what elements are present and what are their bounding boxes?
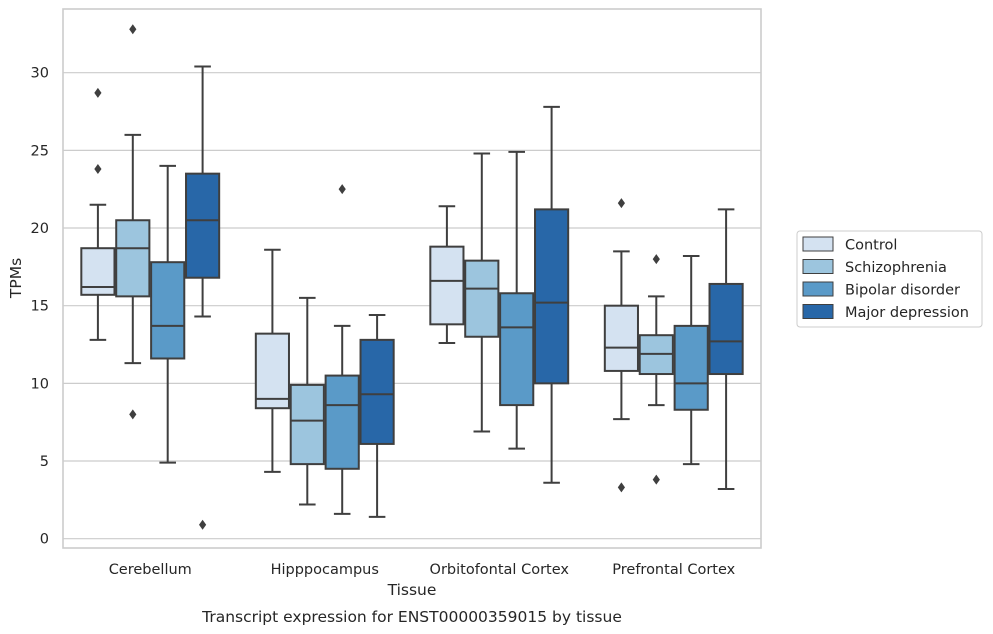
iqr-box — [150, 261, 186, 360]
plot-frame — [62, 8, 762, 549]
y-tick-label: 30 — [31, 66, 49, 82]
y-axis-label: TPMs — [7, 258, 25, 299]
legend-swatch — [802, 304, 834, 319]
outlier-point — [94, 87, 102, 98]
outlier-point — [129, 409, 137, 420]
box — [673, 254, 709, 466]
legend-item: Schizophrenia — [802, 259, 947, 276]
box — [115, 24, 151, 420]
box — [185, 65, 221, 530]
iqr-box — [708, 282, 744, 376]
legend-item: Control — [802, 236, 897, 254]
x-tick-labels: Cerebellum Hipppocampus Orbitofontal Corte… — [109, 562, 736, 578]
legend-swatch — [802, 281, 834, 297]
outlier-point — [617, 482, 625, 493]
legend-item: Bipolar disorder — [802, 281, 960, 299]
legend-swatch — [802, 236, 834, 252]
box — [499, 150, 535, 450]
box — [603, 198, 639, 493]
iqr-box — [254, 332, 290, 410]
box — [429, 205, 465, 344]
iqr-box — [185, 172, 221, 279]
iqr-box — [603, 304, 639, 372]
y-tick-label: 20 — [31, 221, 49, 237]
legend-item: Major depression — [802, 304, 969, 321]
legend-label: Schizophrenia — [845, 260, 947, 276]
iqr-box — [429, 245, 465, 326]
legend-label: Bipolar disorder — [845, 283, 960, 299]
box — [254, 248, 290, 473]
outlier-point — [338, 184, 346, 195]
legend: Control Schizophrenia Bipolar disorder Majo… — [796, 230, 983, 328]
box — [464, 152, 500, 433]
y-tick-label: 5 — [40, 454, 49, 470]
outlier-point — [94, 163, 102, 174]
legend-swatch — [802, 259, 834, 274]
outlier-point — [652, 474, 660, 485]
iqr-box — [464, 259, 500, 338]
y-tick-labels: 0 5 10 15 20 25 30 — [31, 66, 49, 548]
outlier-point — [129, 24, 137, 35]
y-tick-label: 10 — [31, 376, 49, 392]
x-tick-label: Orbitofontal Cortex — [430, 562, 570, 578]
series-control — [80, 87, 639, 493]
box — [359, 314, 395, 518]
iqr-box — [499, 292, 535, 407]
outlier-point — [652, 254, 660, 265]
iqr-box — [673, 324, 709, 411]
x-axis-label: Tissue — [387, 581, 437, 599]
box — [534, 105, 570, 484]
box — [80, 87, 116, 341]
series-schizophrenia — [115, 24, 674, 506]
box — [638, 254, 674, 485]
box-series — [80, 24, 744, 530]
iqr-box — [324, 374, 360, 470]
iqr-box — [115, 219, 151, 298]
outlier-point — [199, 519, 207, 530]
legend-frame — [796, 230, 983, 328]
chart-caption: Transcript expression for ENST0000035901… — [201, 608, 622, 626]
x-tick-label: Prefrontal Cortex — [612, 562, 735, 578]
box — [289, 296, 325, 506]
y-tick-label: 15 — [31, 299, 49, 315]
box — [150, 164, 186, 464]
x-tick-label: Hipppocampus — [271, 562, 379, 578]
outlier-point — [617, 198, 625, 209]
series-major-depression — [185, 65, 744, 530]
iqr-box — [289, 383, 325, 466]
box — [324, 184, 360, 515]
y-tick-label: 0 — [40, 532, 49, 548]
legend-label: Control — [845, 238, 897, 254]
iqr-box — [534, 208, 570, 385]
legend-label: Major depression — [845, 305, 969, 321]
box — [708, 208, 744, 490]
y-tick-label: 25 — [31, 143, 49, 159]
x-tick-label: Cerebellum — [109, 562, 192, 578]
iqr-box — [359, 338, 395, 445]
series-bipolar-disorder — [150, 150, 709, 515]
